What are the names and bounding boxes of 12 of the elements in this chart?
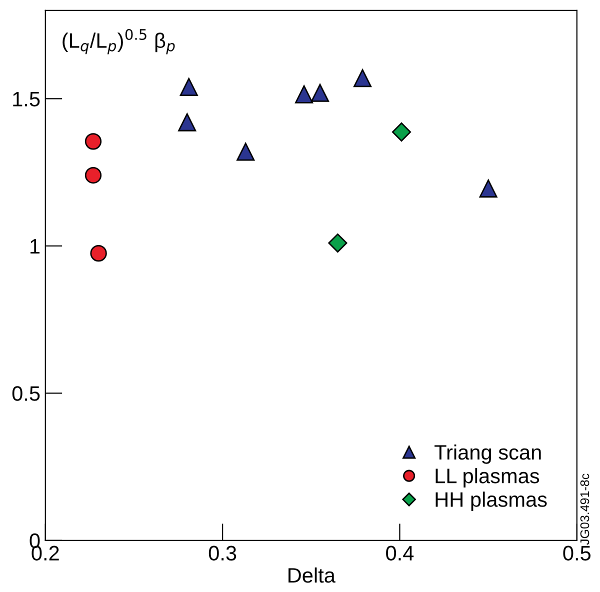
y-tick-label: 0.5 bbox=[12, 386, 40, 401]
y-tick-label: 1.5 bbox=[13, 92, 40, 106]
legend-label: HH plasmas bbox=[436, 492, 547, 512]
y-axis-title: (L$_{q}$/L$_{p}$)$^{0.5}$ β$_{p}$ bbox=[62, 28, 175, 54]
legend-label: Triang scan bbox=[434, 444, 541, 464]
y-tick-label: 1 bbox=[30, 239, 40, 254]
text: JG03.491-8c bbox=[580, 474, 590, 545]
x-tick-label: 0.4 bbox=[386, 546, 414, 561]
x-tick-label: 0.3 bbox=[208, 546, 236, 561]
legend-label: LL plasmas bbox=[436, 468, 540, 488]
x-tick-label: 0.5 bbox=[563, 546, 591, 561]
x-axis-title: Delta bbox=[288, 567, 336, 583]
